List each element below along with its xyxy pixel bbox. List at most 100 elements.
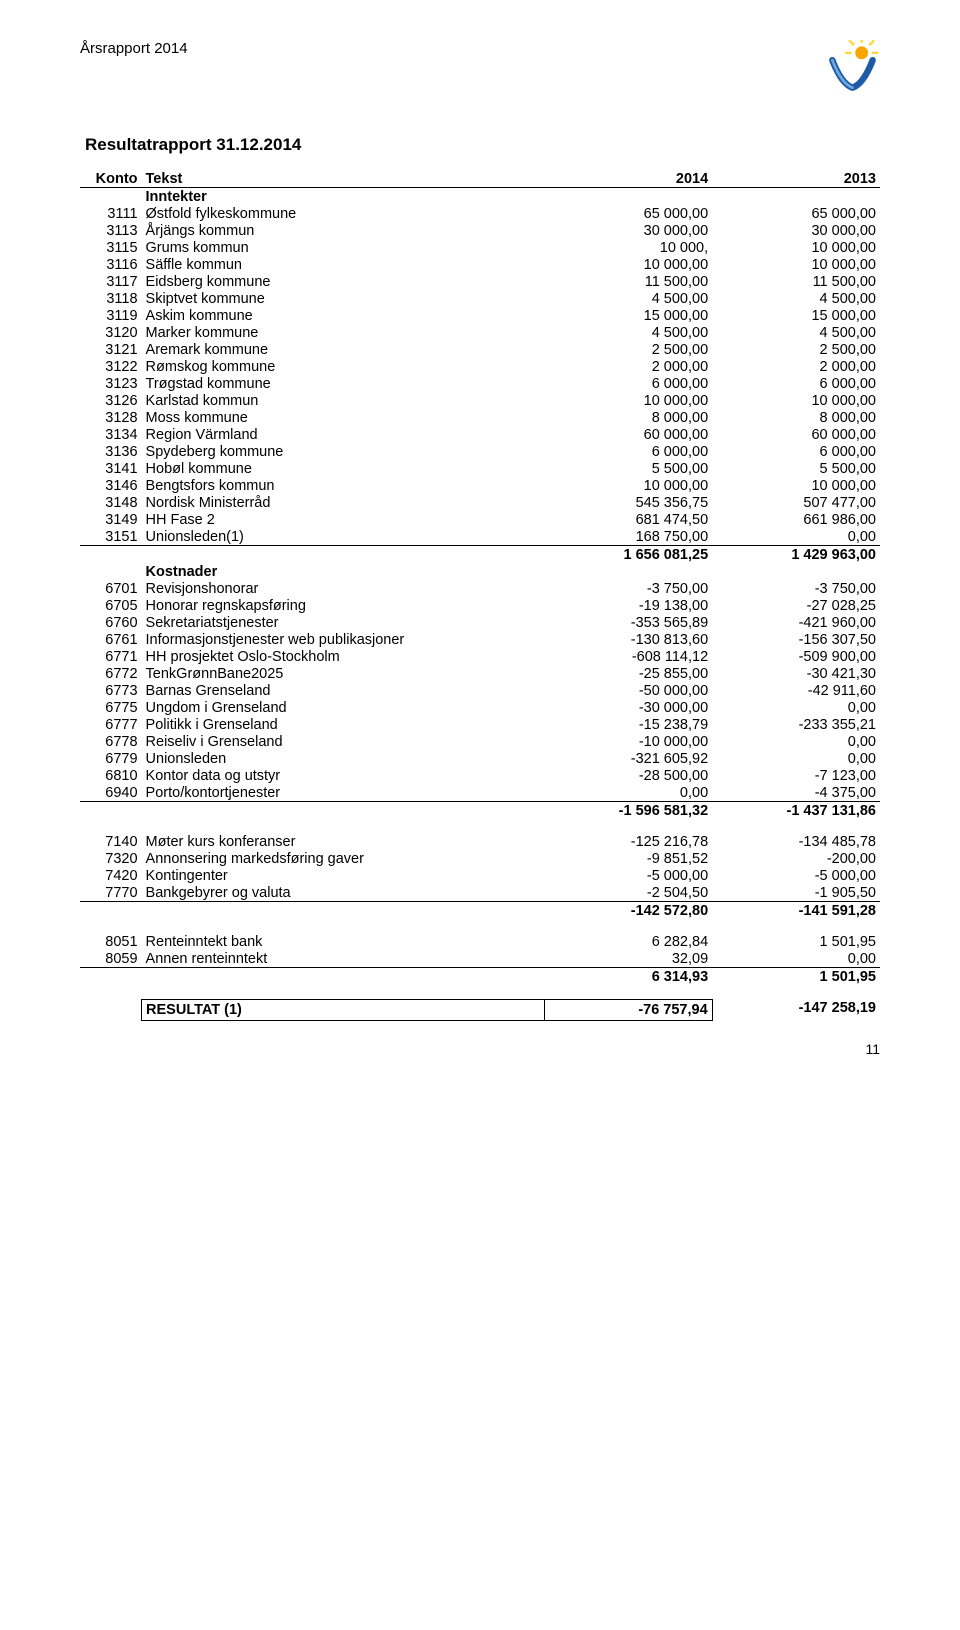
account-text: Bengtsfors kommun <box>142 477 545 494</box>
account-text: Bankgebyrer og valuta <box>142 884 545 902</box>
logo-svg <box>825 40 880 95</box>
value-2014: -15 238,79 <box>544 716 712 733</box>
value-2013: 5 500,00 <box>712 460 880 477</box>
account-code: 3111 <box>80 205 142 222</box>
account-code: 6779 <box>80 750 142 767</box>
account-text: Årjängs kommun <box>142 222 545 239</box>
account-text: Barnas Grenseland <box>142 682 545 699</box>
account-code: 7770 <box>80 884 142 902</box>
account-text: Østfold fylkeskommune <box>142 205 545 222</box>
value-2014: 6 000,00 <box>544 375 712 392</box>
account-code: 6771 <box>80 648 142 665</box>
value-2013: 0,00 <box>712 699 880 716</box>
value-2014: 8 000,00 <box>544 409 712 426</box>
account-code: 3141 <box>80 460 142 477</box>
account-text: Unionsleden <box>142 750 545 767</box>
account-text: Annen renteinntekt <box>142 950 545 968</box>
account-code: 6778 <box>80 733 142 750</box>
value-2013: 6 000,00 <box>712 443 880 460</box>
account-text: Region Värmland <box>142 426 545 443</box>
value-2013: 6 000,00 <box>712 375 880 392</box>
value-2014: 10 000,00 <box>544 392 712 409</box>
value-2013: 15 000,00 <box>712 307 880 324</box>
subtotal-2014: 1 656 081,25 <box>544 546 712 564</box>
value-2013: 60 000,00 <box>712 426 880 443</box>
value-2014: 681 474,50 <box>544 511 712 528</box>
account-text: Karlstad kommun <box>142 392 545 409</box>
value-2014: 5 500,00 <box>544 460 712 477</box>
value-2013: 507 477,00 <box>712 494 880 511</box>
account-code: 7420 <box>80 867 142 884</box>
account-text: Møter kurs konferanser <box>142 833 545 850</box>
value-2013: -30 421,30 <box>712 665 880 682</box>
value-2014: 4 500,00 <box>544 324 712 341</box>
account-code: 3148 <box>80 494 142 511</box>
account-code: 3128 <box>80 409 142 426</box>
value-2013: 661 986,00 <box>712 511 880 528</box>
document-header-title: Årsrapport 2014 <box>80 40 188 57</box>
account-code: 6761 <box>80 631 142 648</box>
value-2014: -9 851,52 <box>544 850 712 867</box>
account-text: Askim kommune <box>142 307 545 324</box>
account-code: 6777 <box>80 716 142 733</box>
account-text: Honorar regnskapsføring <box>142 597 545 614</box>
value-2013: 10 000,00 <box>712 477 880 494</box>
account-text: Sekretariatstjenester <box>142 614 545 631</box>
result-label: RESULTAT (1) <box>142 999 545 1020</box>
value-2013: -7 123,00 <box>712 767 880 784</box>
value-2014: -19 138,00 <box>544 597 712 614</box>
col-header-2014: 2014 <box>544 170 712 188</box>
value-2014: 0,00 <box>544 784 712 802</box>
account-code: 6705 <box>80 597 142 614</box>
value-2014: 6 282,84 <box>544 933 712 950</box>
account-text: HH Fase 2 <box>142 511 545 528</box>
value-2014: 10 000, <box>544 239 712 256</box>
value-2013: 8 000,00 <box>712 409 880 426</box>
result-2013: -147 258,19 <box>712 999 880 1020</box>
value-2013: 0,00 <box>712 750 880 767</box>
account-text: Aremark kommune <box>142 341 545 358</box>
account-text: Nordisk Ministerråd <box>142 494 545 511</box>
value-2013: -5 000,00 <box>712 867 880 884</box>
subtotal-2014: 6 314,93 <box>544 968 712 986</box>
account-text: Informasjonstjenester web publikasjoner <box>142 631 545 648</box>
account-text: Moss kommune <box>142 409 545 426</box>
value-2013: 1 501,95 <box>712 933 880 950</box>
account-code: 3146 <box>80 477 142 494</box>
value-2013: 11 500,00 <box>712 273 880 290</box>
value-2013: 10 000,00 <box>712 256 880 273</box>
value-2014: -608 114,12 <box>544 648 712 665</box>
value-2013: -134 485,78 <box>712 833 880 850</box>
account-code: 6775 <box>80 699 142 716</box>
account-text: Grums kommun <box>142 239 545 256</box>
account-code: 3134 <box>80 426 142 443</box>
account-text: Hobøl kommune <box>142 460 545 477</box>
account-code: 3117 <box>80 273 142 290</box>
section-label: Kostnader <box>142 563 545 580</box>
account-text: TenkGrønnBane2025 <box>142 665 545 682</box>
value-2014: -321 605,92 <box>544 750 712 767</box>
value-2013: 0,00 <box>712 528 880 546</box>
value-2014: 6 000,00 <box>544 443 712 460</box>
value-2014: -353 565,89 <box>544 614 712 631</box>
subtotal-2013: -141 591,28 <box>712 902 880 920</box>
value-2014: 15 000,00 <box>544 307 712 324</box>
account-code: 3120 <box>80 324 142 341</box>
value-2014: 32,09 <box>544 950 712 968</box>
account-code: 3118 <box>80 290 142 307</box>
value-2014: -5 000,00 <box>544 867 712 884</box>
account-text: Skiptvet kommune <box>142 290 545 307</box>
account-code: 7140 <box>80 833 142 850</box>
value-2013: 10 000,00 <box>712 239 880 256</box>
account-code: 3113 <box>80 222 142 239</box>
account-code: 6940 <box>80 784 142 802</box>
value-2014: 60 000,00 <box>544 426 712 443</box>
account-code: 3116 <box>80 256 142 273</box>
value-2013: 2 500,00 <box>712 341 880 358</box>
value-2014: 2 000,00 <box>544 358 712 375</box>
value-2013: -1 905,50 <box>712 884 880 902</box>
account-code: 3151 <box>80 528 142 546</box>
account-code: 6773 <box>80 682 142 699</box>
value-2013: -509 900,00 <box>712 648 880 665</box>
col-header-tekst: Tekst <box>142 170 545 188</box>
